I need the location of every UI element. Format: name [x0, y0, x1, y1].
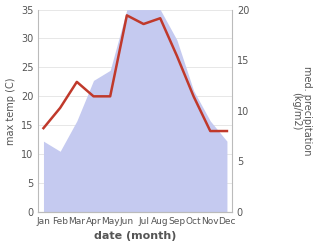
- X-axis label: date (month): date (month): [94, 231, 176, 242]
- Y-axis label: max temp (C): max temp (C): [5, 77, 16, 144]
- Y-axis label: med. precipitation
(kg/m2): med. precipitation (kg/m2): [291, 66, 313, 156]
